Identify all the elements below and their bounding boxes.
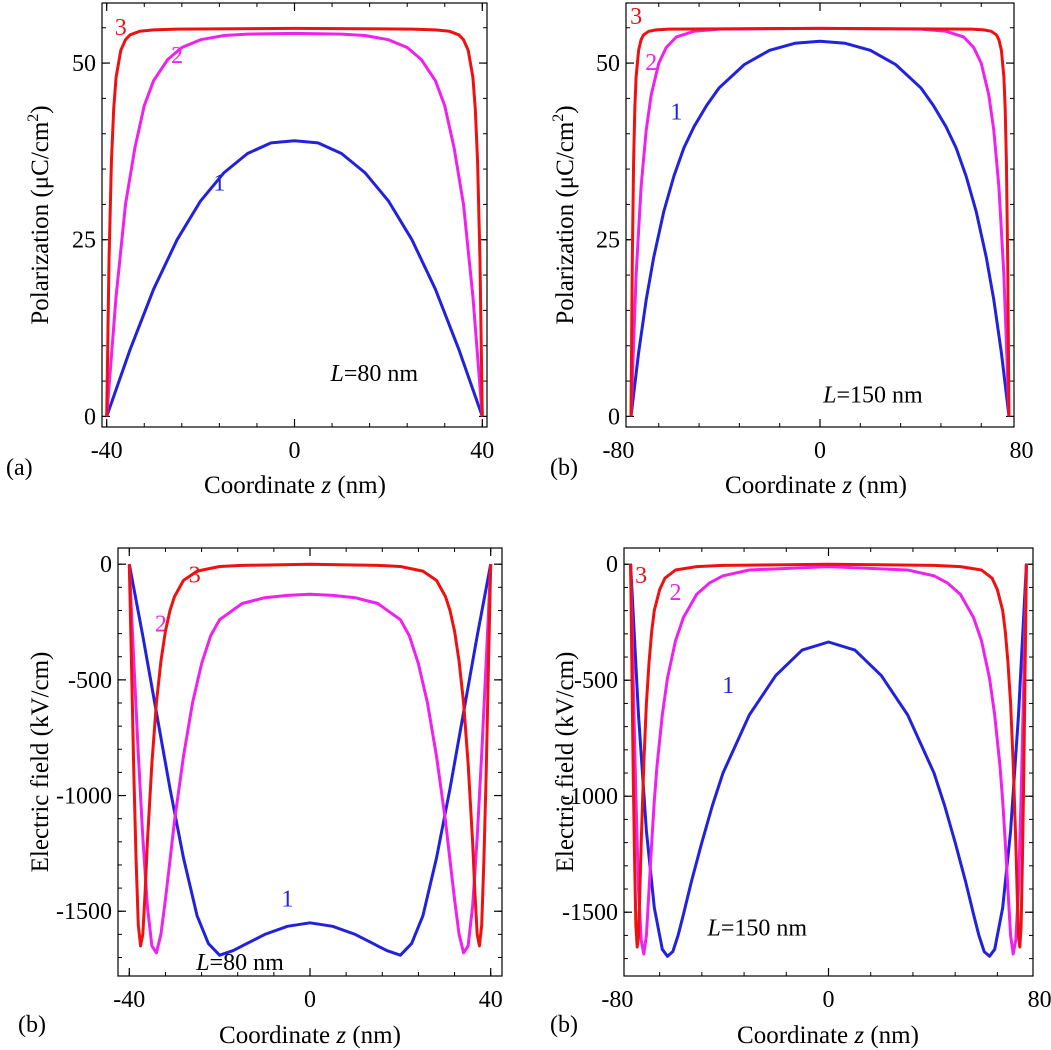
y-axis-label: Polarization (μC/cm2) [550, 105, 579, 324]
series-2-label: 2 [645, 50, 657, 76]
y-tick-label: 50 [596, 51, 620, 77]
y-tick-label: -1000 [562, 784, 618, 810]
y-tick-label: -500 [574, 668, 618, 694]
length-annotation: L=80 nm [195, 950, 284, 976]
series-3-line [127, 562, 493, 948]
series-3-line [629, 26, 1011, 417]
series-1-label: 1 [670, 100, 682, 126]
series-1-label: 1 [213, 170, 225, 196]
series-3-label: 3 [630, 4, 642, 30]
series-3-label: 3 [115, 15, 127, 41]
plot-frame [117, 547, 503, 977]
series-3-line [105, 26, 484, 417]
y-tick-label: 0 [606, 552, 618, 578]
panel-label: (b) [18, 1012, 46, 1038]
panel-label: (a) [6, 455, 33, 481]
panel-b-left: -40 0 40 0 -500 -1000 -1500 1 23 L=80 nm Coordinat… [18, 547, 503, 1049]
panel-b-right: -80 0 80 0 -500 -1000 -1500 1 23 L=150 nm Coordina… [550, 547, 1051, 1049]
series-1-line [127, 563, 493, 957]
series-2-line [127, 564, 493, 955]
plot-frame [625, 2, 1015, 428]
y-tick-label: -1500 [562, 900, 618, 926]
x-tick-label: -80 [602, 438, 634, 464]
y-tick-label: 50 [72, 51, 96, 77]
series-2-line [629, 564, 1028, 956]
length-annotation: L=150 nm [706, 915, 807, 941]
x-tick-label: -80 [601, 987, 633, 1013]
y-tick-label: 25 [72, 228, 96, 254]
plot-frame [101, 2, 488, 428]
series-3-label: 3 [189, 563, 201, 589]
x-tick-label: 0 [814, 438, 826, 464]
x-tick-label: 0 [304, 987, 316, 1013]
length-annotation: L=80 nm [330, 361, 419, 387]
series-1-line [629, 39, 1011, 417]
panel-label: (b) [550, 1012, 578, 1038]
x-tick-label: -40 [113, 987, 145, 1013]
y-tick-label: -1000 [56, 784, 112, 810]
x-axis-label: Coordinate z (nm) [219, 1022, 401, 1049]
x-tick-label: 80 [1010, 438, 1034, 464]
series-3-label: 3 [635, 563, 647, 589]
series-1-label: 1 [281, 887, 293, 913]
series-1-line [105, 139, 484, 417]
x-tick-label: 80 [1028, 987, 1051, 1013]
y-tick-label: 25 [596, 228, 620, 254]
series-1-label: 1 [722, 673, 734, 699]
series-2-label: 2 [155, 611, 167, 637]
length-annotation: L=150 nm [822, 382, 923, 408]
x-tick-label: 40 [479, 987, 503, 1013]
series-2-label: 2 [669, 580, 681, 606]
x-tick-label: -40 [91, 438, 123, 464]
x-tick-label: 0 [823, 987, 835, 1013]
y-tick-label: 0 [100, 552, 112, 578]
y-tick-label: -1500 [56, 899, 112, 925]
panel-b-top: -80 0 80 0 25 50 123 L=150 nm Coordinate z (nm) P… [550, 2, 1034, 499]
panel-a: -40 0 40 0 25 50 1 2 3 L=80 nm Coordinate z (nm) Po… [6, 2, 494, 499]
y-axis-label: Electric field (kV/cm) [27, 652, 54, 873]
x-axis-label: Coordinate z (nm) [204, 472, 386, 499]
series-2-label: 2 [171, 43, 183, 69]
y-tick-label: -500 [68, 668, 112, 694]
x-axis-label: Coordinate z (nm) [737, 1022, 919, 1049]
series-1-line [629, 564, 1028, 958]
y-tick-label: 0 [608, 404, 620, 430]
panel-label: (b) [550, 455, 578, 481]
series-2-line [629, 26, 1011, 417]
y-axis-label: Electric field (kV/cm) [552, 652, 579, 873]
x-tick-label: 0 [289, 438, 301, 464]
y-tick-label: 0 [84, 404, 96, 430]
x-tick-label: 40 [470, 438, 494, 464]
series-3-line [629, 562, 1028, 949]
y-axis-label: Polarization (μC/cm2) [25, 105, 54, 324]
x-axis-label: Coordinate z (nm) [725, 472, 907, 499]
series-2-line [105, 31, 484, 417]
